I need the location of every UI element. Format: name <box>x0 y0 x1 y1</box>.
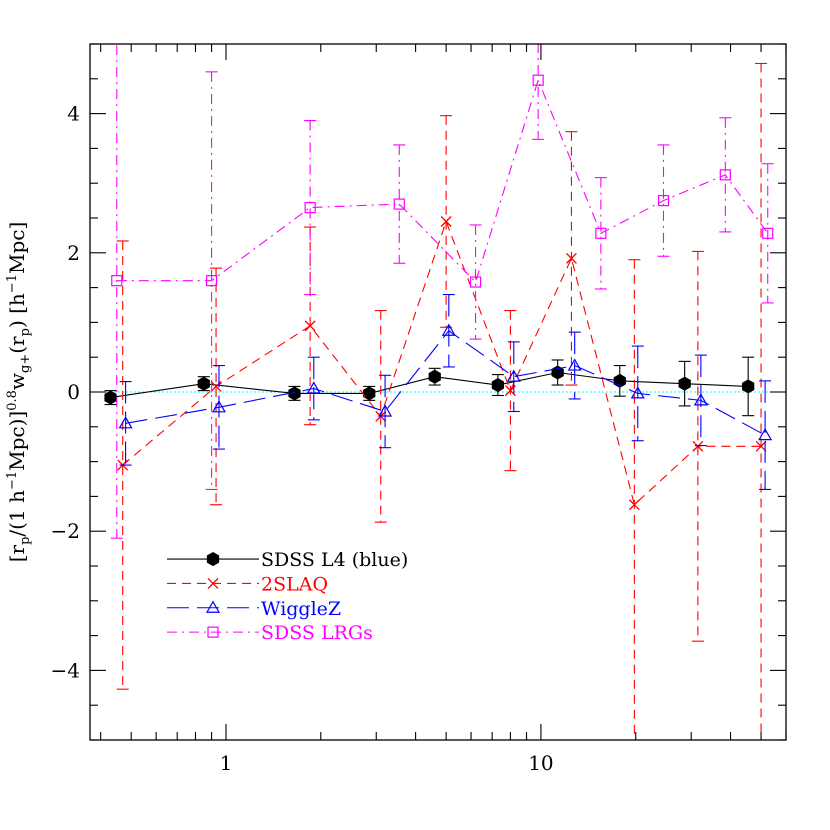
error-bar <box>657 144 670 257</box>
data-point <box>762 227 774 239</box>
ylabel-arg: (r <box>5 336 29 354</box>
ylabel-close: ) [h <box>5 293 29 328</box>
data-point <box>304 201 316 214</box>
ylabel-div: /(1 h <box>5 490 29 537</box>
series-line <box>122 219 762 506</box>
legend-item: WiggleZ <box>167 598 341 620</box>
x-tick-label: 1 <box>220 751 233 775</box>
data-point <box>692 440 704 452</box>
data-point <box>197 376 210 391</box>
error-bar <box>532 44 545 140</box>
data-point <box>755 440 767 452</box>
error-bar <box>469 224 482 340</box>
data-point <box>304 320 316 332</box>
series-0 <box>104 356 755 417</box>
error-bar <box>304 120 317 296</box>
data-point <box>567 358 582 371</box>
legend-label: WiggleZ <box>261 598 341 620</box>
data-point <box>758 427 773 441</box>
legend-label: SDSS LRGs <box>261 622 373 644</box>
data-point <box>628 499 640 511</box>
data-point <box>491 377 505 393</box>
legend-marker <box>207 626 219 638</box>
error-bar <box>507 341 520 413</box>
data-point <box>565 252 577 264</box>
series-3 <box>110 44 774 539</box>
data-point <box>211 400 227 413</box>
data-point <box>288 386 301 401</box>
ylabel-mpc: Mpc)] <box>5 411 29 471</box>
series-2 <box>118 294 773 490</box>
legend-item: SDSS LRGs <box>167 622 373 644</box>
data-point <box>428 369 441 384</box>
ylabel-w: w <box>5 373 29 390</box>
series-1 <box>116 62 768 740</box>
error-bar <box>116 240 129 690</box>
x-tick-label: 10 <box>528 751 553 775</box>
data-point <box>532 74 544 86</box>
data-point <box>378 404 393 417</box>
data-point <box>719 169 731 181</box>
data-point <box>693 393 708 406</box>
error-bar <box>719 117 732 233</box>
data-point <box>363 386 376 401</box>
series-line <box>125 329 766 436</box>
error-bar <box>210 267 223 506</box>
data-point <box>440 216 452 227</box>
series-layer <box>104 44 774 740</box>
error-bar <box>691 250 704 642</box>
ylabel-unit: Mpc] <box>5 222 29 274</box>
data-point <box>111 275 123 287</box>
ylabel-sub-p1: p <box>18 537 33 545</box>
data-point <box>118 416 133 429</box>
data-point <box>506 369 521 382</box>
legend-item: SDSS L4 (blue) <box>167 549 408 571</box>
legend-marker <box>207 577 219 589</box>
y-tick-label: 0 <box>67 380 80 404</box>
data-point <box>441 323 456 336</box>
ylabel-open: [r <box>5 544 29 562</box>
error-bar <box>759 380 772 490</box>
y-tick-label: −2 <box>51 519 80 543</box>
ylabel-exp3: −1 <box>5 274 20 293</box>
error-bar <box>379 374 392 449</box>
legend-label: SDSS L4 (blue) <box>261 549 408 571</box>
error-bar <box>594 177 607 290</box>
error-bar <box>205 71 218 490</box>
ticks-layer: 1 10 −4 −2 0 2 4 <box>51 43 787 775</box>
ylabel-exp1: −1 <box>5 471 20 490</box>
data-point <box>306 381 321 394</box>
y-tick-label: 4 <box>67 102 80 126</box>
y-tick-label: 2 <box>67 241 80 265</box>
error-bar <box>761 163 774 304</box>
ylabel-sub-g: g+ <box>18 354 33 373</box>
data-point <box>630 386 645 399</box>
series-line <box>116 78 769 284</box>
data-point <box>678 376 691 391</box>
legend-marker <box>205 600 221 613</box>
series-line <box>110 371 749 399</box>
ylabel-sub-p2: p <box>18 328 33 336</box>
data-point <box>104 390 117 405</box>
y-tick-label: −4 <box>51 658 80 682</box>
legend-marker <box>206 551 220 567</box>
data-point <box>742 379 755 394</box>
data-point <box>393 198 405 210</box>
data-point <box>595 227 607 239</box>
y-axis-label: [rp/(1 h−1Mpc)]0.8wg+(rp) [h−1Mpc] <box>5 222 33 563</box>
legend-item: 2SLAQ <box>167 573 328 595</box>
data-point <box>657 195 670 207</box>
data-point <box>205 275 218 287</box>
error-bar <box>393 144 406 264</box>
data-point <box>469 276 482 288</box>
ylabel-exp2: 0.8 <box>5 390 20 411</box>
legend-label: 2SLAQ <box>261 573 328 595</box>
